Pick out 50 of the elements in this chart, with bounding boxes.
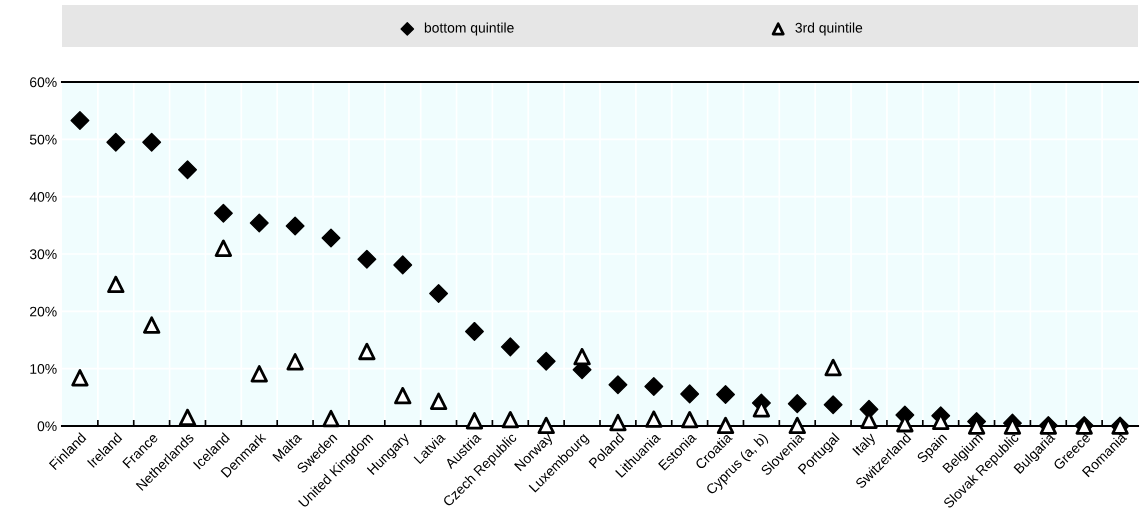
y-tick-label: 50% [29,134,57,145]
point [716,416,735,435]
point [465,412,484,430]
point [645,410,663,428]
point [358,342,376,361]
point [321,228,341,248]
y-tick-label: 0% [37,421,57,432]
point [573,347,591,366]
point [322,409,340,428]
point [859,399,879,419]
point [394,386,412,405]
point [824,358,842,377]
point [393,255,413,275]
point [107,275,125,294]
point [142,316,161,334]
y-tick-label: 30% [29,249,57,260]
point [501,411,520,429]
y-tick-label: 20% [30,306,57,317]
point [608,375,628,395]
point [429,284,449,304]
point [70,110,90,130]
point [429,392,448,411]
point [823,395,843,415]
point [357,249,377,269]
point [680,384,700,404]
y-tick-label: 40% [29,192,57,202]
point [537,416,555,435]
point [178,160,198,180]
point [214,239,233,257]
y-tick-label: 60% [30,77,57,88]
point [213,203,233,223]
y-tick-label: 10% [30,364,57,374]
legend-label: 3rd quintile [795,22,863,36]
point [464,321,484,341]
point [71,369,89,387]
point [285,216,305,236]
point [142,132,162,152]
point [500,337,520,357]
point [609,413,627,432]
point [106,132,126,152]
point [178,408,197,427]
point [286,353,304,371]
point [250,365,268,383]
point [787,394,807,414]
point [680,411,699,429]
point [716,384,736,404]
point [536,351,556,371]
point [644,376,664,396]
point [249,213,269,233]
legend-label: bottom quintile [424,22,514,36]
